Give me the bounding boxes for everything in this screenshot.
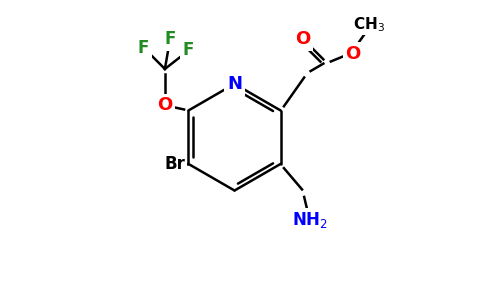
Text: F: F — [182, 41, 194, 59]
Text: O: O — [296, 30, 311, 48]
Text: O: O — [157, 96, 172, 114]
Text: Br: Br — [164, 155, 185, 173]
Text: O: O — [346, 45, 361, 63]
Text: F: F — [138, 39, 149, 57]
Text: NH$_2$: NH$_2$ — [292, 210, 327, 230]
Text: N: N — [227, 75, 242, 93]
Text: F: F — [165, 30, 176, 48]
Text: CH$_3$: CH$_3$ — [353, 15, 385, 34]
